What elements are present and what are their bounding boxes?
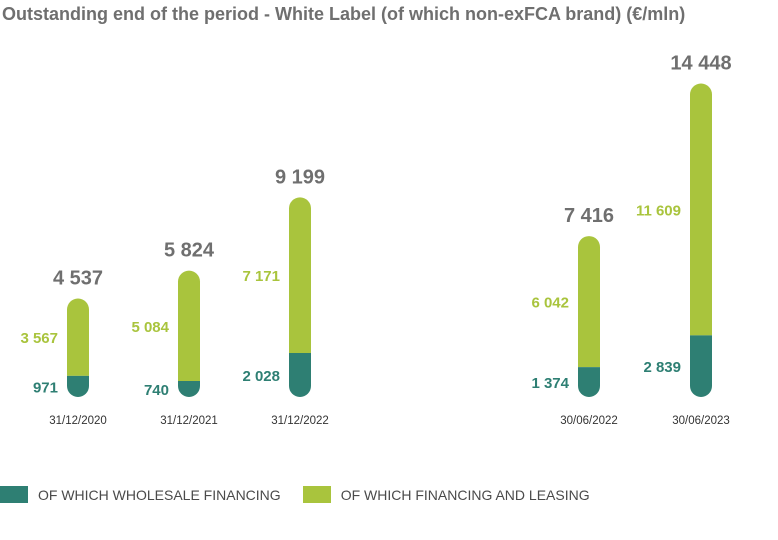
label-financing: 3 567 (20, 330, 58, 347)
bar-wholesale (578, 367, 600, 397)
chart-title: Outstanding end of the period - White La… (2, 4, 686, 24)
category-label: 31/12/2022 (271, 415, 329, 427)
bar-wholesale (289, 352, 311, 397)
legend-swatch-financing (302, 486, 331, 503)
chart-area: 971 3 567 4 537 31/12/2020 740 5 084 5 824 31/1… (20, 52, 731, 427)
label-wholesale: 2 839 (643, 359, 681, 376)
category-label: 30/06/2022 (560, 415, 618, 427)
category-label: 30/06/2023 (672, 415, 730, 427)
label-total: 4 537 (53, 268, 103, 290)
label-wholesale: 971 (33, 379, 58, 396)
bar-financing (178, 270, 200, 381)
bar-financing (578, 236, 600, 368)
label-total: 7 416 (564, 205, 614, 227)
legend-item-wholesale: OF WHICH WHOLESALE FINANCING (0, 486, 281, 503)
bar-wholesale (178, 380, 200, 397)
category-label: 31/12/2021 (160, 415, 218, 427)
legend-label-financing: OF WHICH FINANCING AND LEASING (340, 486, 590, 503)
category-label: 31/12/2020 (49, 415, 107, 427)
label-financing: 7 171 (242, 268, 280, 285)
legend: OF WHICH WHOLESALE FINANCING OF WHICH FI… (0, 486, 612, 503)
label-financing: 5 084 (131, 319, 169, 336)
bar-wholesale (690, 335, 712, 397)
bar-wholesale (67, 375, 89, 397)
bar-financing (289, 197, 311, 353)
legend-label-wholesale: OF WHICH WHOLESALE FINANCING (38, 486, 281, 503)
label-wholesale: 740 (144, 382, 169, 399)
label-total: 5 824 (164, 240, 215, 262)
label-wholesale: 1 374 (531, 375, 569, 392)
label-financing: 6 042 (531, 295, 569, 312)
bar-financing (67, 298, 89, 376)
label-total: 9 199 (275, 166, 325, 188)
label-total: 14 448 (670, 52, 731, 74)
legend-item-financing: OF WHICH FINANCING AND LEASING (302, 486, 590, 503)
label-wholesale: 2 028 (242, 368, 280, 385)
label-financing: 11 609 (636, 202, 681, 219)
legend-swatch-wholesale (0, 486, 28, 503)
bar-financing (690, 83, 712, 336)
